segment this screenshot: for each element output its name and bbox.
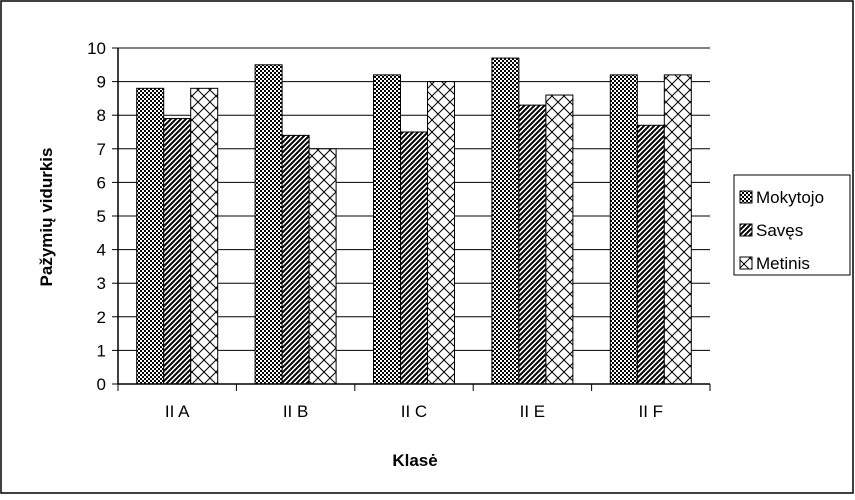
y-tick-label: 2 <box>97 308 106 327</box>
legend-label: Savęs <box>756 221 803 240</box>
x-tick-label: II E <box>520 402 546 421</box>
bar-mokytojo <box>491 57 520 385</box>
bar-mokytojo <box>373 74 401 385</box>
bar-mokytojo <box>254 64 283 385</box>
y-tick-label: 0 <box>97 375 106 394</box>
x-tick-label: II A <box>165 402 190 421</box>
legend-items: Mokytojo Savęs Metinis <box>739 188 824 273</box>
bar-metinis <box>663 74 692 385</box>
legend-swatch-metinis <box>739 256 753 270</box>
y-tick-label: 4 <box>97 241 106 260</box>
legend-box <box>733 174 851 276</box>
y-tick-label: 10 <box>87 39 106 58</box>
y-tick-label: 5 <box>97 207 106 226</box>
bar-metinis <box>190 87 219 385</box>
bars <box>136 57 692 385</box>
y-tick-label: 6 <box>97 173 106 192</box>
y-tick-label: 1 <box>97 341 106 360</box>
bar-mokytojo <box>136 87 165 385</box>
x-tick-label: II B <box>283 402 309 421</box>
x-tick-label: II F <box>639 402 664 421</box>
bar-savęs <box>281 134 310 385</box>
bar-metinis <box>545 94 574 385</box>
y-tick-label: 7 <box>97 140 106 159</box>
bar-savęs <box>163 118 192 385</box>
x-axis-label: Klasė <box>392 451 437 470</box>
legend-swatch-mokytojo <box>739 190 753 204</box>
legend-label: Metinis <box>756 254 810 273</box>
bar-metinis <box>308 148 337 385</box>
bar-mokytojo <box>609 74 638 385</box>
y-tick-label: 8 <box>97 106 106 125</box>
bar-savęs <box>400 131 428 385</box>
y-axis-label: Pažymių vidurkis <box>37 148 56 287</box>
legend-swatch-savęs <box>739 223 753 237</box>
y-tick-labels: 0 1 2 3 4 5 6 7 8 9 10 <box>87 39 106 394</box>
x-tick-label: II C <box>401 402 427 421</box>
legend-label: Mokytojo <box>756 188 824 207</box>
y-tick-label: 9 <box>97 73 106 92</box>
legend: Mokytojo Savęs Metinis <box>733 174 851 276</box>
bar-savęs <box>518 104 547 385</box>
bar-metinis <box>427 81 455 385</box>
bar-savęs <box>636 124 665 385</box>
x-tick-labels: II A II B II C II E II F <box>165 402 663 421</box>
axes <box>117 48 711 391</box>
y-tick-label: 3 <box>97 274 106 293</box>
